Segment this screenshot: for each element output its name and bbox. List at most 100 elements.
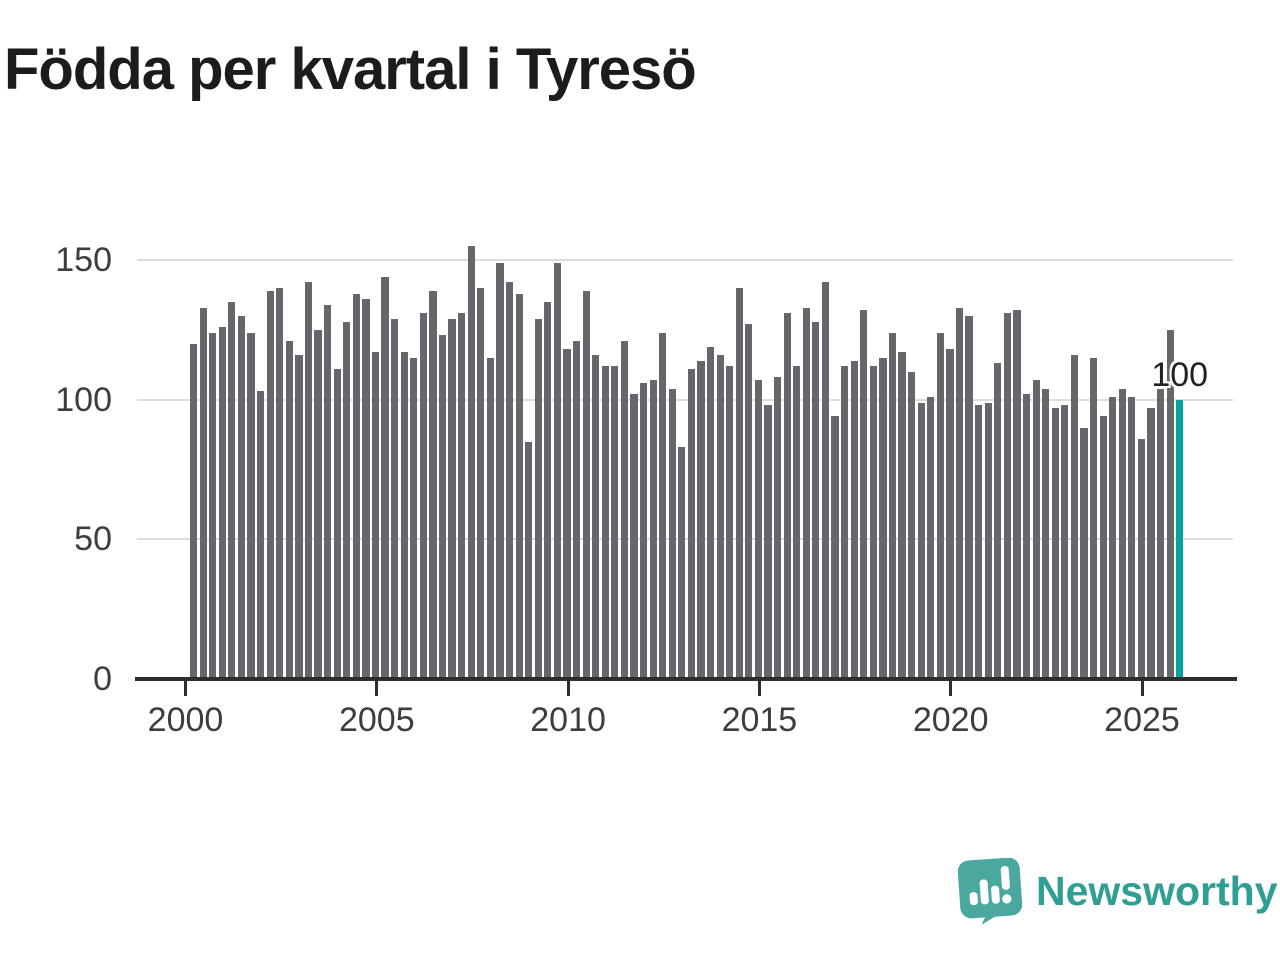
bar xyxy=(391,318,399,679)
bar xyxy=(745,324,753,679)
bar xyxy=(927,396,935,679)
bar xyxy=(419,313,427,679)
bar xyxy=(525,441,533,679)
bar xyxy=(611,366,619,679)
bar xyxy=(687,368,696,679)
bar xyxy=(333,368,341,679)
x-axis-tick-2020 xyxy=(949,681,953,696)
bar xyxy=(1042,388,1050,679)
bar xyxy=(965,315,973,679)
bar xyxy=(276,287,284,679)
x-axis-label-2015: 2015 xyxy=(721,701,798,739)
bar xyxy=(649,380,657,679)
bar xyxy=(850,360,858,679)
bar xyxy=(1003,313,1011,679)
bar xyxy=(572,341,581,679)
x-axis-tick-2010 xyxy=(566,681,570,696)
bar xyxy=(831,416,839,679)
bar xyxy=(706,346,715,679)
bar xyxy=(726,366,734,679)
newsworthy-logo[interactable]: Newsworthy xyxy=(958,858,1278,924)
bar xyxy=(1032,380,1040,679)
bar xyxy=(668,388,676,679)
bar xyxy=(352,293,360,679)
y-axis-label-0: 0 xyxy=(93,660,112,698)
bar xyxy=(1089,357,1098,679)
bar xyxy=(486,357,494,679)
bar xyxy=(429,290,437,679)
x-axis-label-2020: 2020 xyxy=(912,701,989,739)
bar xyxy=(917,402,925,679)
bar xyxy=(994,363,1002,679)
bar xyxy=(1099,416,1107,679)
bar xyxy=(218,327,226,679)
bar xyxy=(975,405,983,679)
bar xyxy=(955,307,964,679)
bar-latest-quarter xyxy=(1176,399,1184,679)
bar xyxy=(936,332,944,679)
bar xyxy=(266,290,274,679)
bar xyxy=(860,310,868,679)
bar xyxy=(620,341,629,679)
x-axis-tick-2000 xyxy=(184,681,187,696)
bar xyxy=(841,366,849,679)
bar xyxy=(209,332,217,679)
bar xyxy=(1128,396,1136,679)
bar xyxy=(237,315,246,679)
bar xyxy=(783,313,791,679)
bar xyxy=(448,318,456,679)
bar xyxy=(1013,310,1021,679)
y-axis-label-100: 100 xyxy=(55,380,112,419)
bar xyxy=(553,262,561,679)
bar xyxy=(228,301,236,679)
bar xyxy=(458,313,466,679)
bar xyxy=(630,394,638,679)
bar xyxy=(544,301,552,679)
bar xyxy=(362,299,370,679)
bar xyxy=(582,290,590,679)
bar xyxy=(984,402,992,679)
bar xyxy=(1147,408,1155,679)
bar xyxy=(324,304,332,679)
bar xyxy=(1022,394,1031,679)
bar xyxy=(1118,388,1126,679)
bar xyxy=(314,329,322,679)
latest-value-annotation: 100 xyxy=(1151,355,1209,394)
bar xyxy=(764,405,772,679)
bar xyxy=(592,355,600,679)
bar xyxy=(793,366,801,679)
y-axis-label-50: 50 xyxy=(74,520,112,559)
bar xyxy=(697,360,705,679)
bar xyxy=(1109,396,1117,679)
bar xyxy=(1070,355,1078,679)
bar xyxy=(343,321,351,679)
bar xyxy=(505,282,514,679)
bar xyxy=(774,377,782,679)
newsworthy-logo-icon xyxy=(958,858,1022,924)
bar xyxy=(304,282,313,679)
bar xyxy=(1080,427,1088,679)
bar xyxy=(467,246,475,679)
gridline-150 xyxy=(137,259,1233,262)
bar xyxy=(496,262,504,679)
x-axis-label-2025: 2025 xyxy=(1104,701,1180,739)
bar xyxy=(735,287,743,679)
bar xyxy=(1137,438,1145,679)
gridline-100 xyxy=(137,398,1233,401)
bar xyxy=(563,349,571,679)
bar xyxy=(716,355,724,679)
x-axis-tick-2025 xyxy=(1140,681,1144,696)
x-axis-tick-2005 xyxy=(375,681,379,696)
bar xyxy=(400,352,408,679)
x-axis-tick-2015 xyxy=(757,681,761,696)
bar xyxy=(438,335,447,679)
bar xyxy=(1051,408,1059,679)
x-axis-line xyxy=(135,677,1237,681)
bar xyxy=(285,341,293,679)
bar xyxy=(821,282,830,679)
bar xyxy=(659,332,667,679)
bar xyxy=(477,287,485,679)
chart-title: Födda per kvartal i Tyresö xyxy=(4,37,697,102)
bar xyxy=(534,318,542,679)
